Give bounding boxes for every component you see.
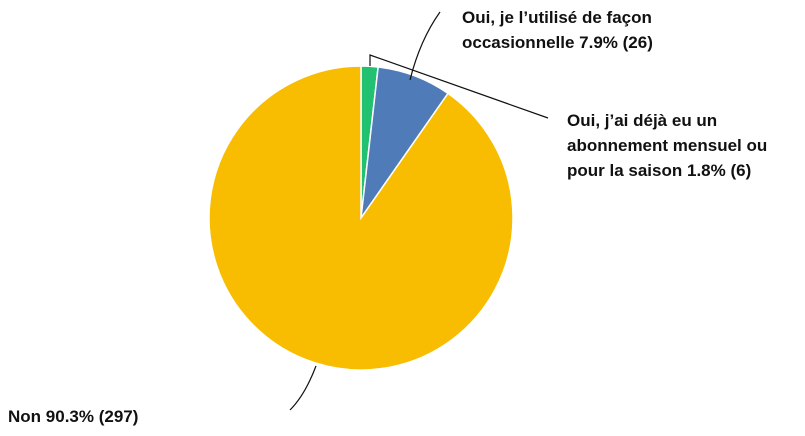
value-label: 7.9% (26): [579, 33, 653, 52]
value-label: 90.3% (297): [45, 407, 139, 426]
leader-line: [409, 11, 441, 81]
category-label: Oui, j’ai déjà eu un abonnement mensuel …: [567, 111, 768, 180]
slice-label: Oui, j’ai déjà eu un abonnement mensuel …: [567, 108, 803, 183]
slices: [208, 65, 514, 371]
leader-line: [289, 365, 317, 411]
category-label: Non: [8, 407, 42, 426]
slice-label: Oui, je l’utilisé de façon occasionnelle…: [462, 5, 742, 55]
slice-label: Non 90.3% (297): [8, 404, 308, 429]
category-label: Oui, je l’utilisé de façon occasionnelle: [462, 8, 652, 52]
value-label: 1.8% (6): [686, 161, 752, 180]
pie-slice: [208, 65, 514, 371]
leader-line: [369, 54, 549, 119]
